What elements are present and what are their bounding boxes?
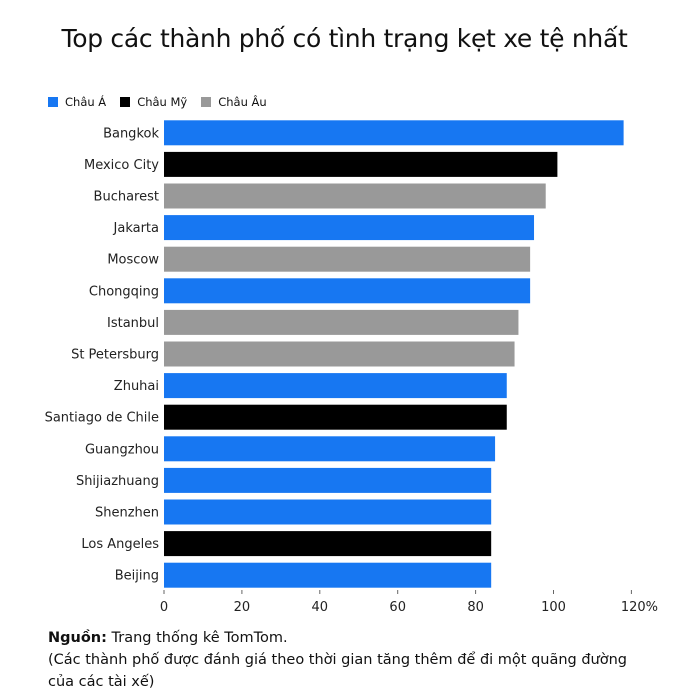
bar-zhuhai (164, 373, 507, 399)
category-label-shijiazhuang: Shijiazhuang (76, 474, 159, 489)
bar-mexico-city (164, 151, 558, 177)
category-label-moscow: Moscow (107, 253, 159, 268)
x-tick-label: 40 (312, 600, 329, 615)
x-tick-label: 0 (160, 600, 168, 615)
x-tick-label: 80 (467, 600, 484, 615)
legend-item-asia: Châu Á (48, 95, 106, 109)
bar-istanbul (164, 309, 519, 335)
category-label-mexico-city: Mexico City (84, 158, 159, 173)
bar-los-angeles (164, 531, 492, 557)
x-tick-label: 20 (234, 600, 251, 615)
bar-shenzhen (164, 499, 492, 525)
category-label-st-petersburg: St Petersburg (71, 348, 159, 363)
source-line: Nguồn: Trang thống kê TomTom. (48, 627, 648, 649)
bar-bangkok (164, 120, 624, 146)
legend-item-america: Châu Mỹ (120, 95, 187, 109)
legend-swatch-america (120, 97, 131, 107)
source-text: Trang thống kê TomTom. (106, 630, 288, 646)
legend-label-asia: Châu Á (65, 95, 107, 109)
category-label-beijing: Beijing (115, 569, 159, 584)
category-label-shenzhen: Shenzhen (95, 506, 159, 521)
chart-title: Top các thành phố có tình trạng kẹt xe t… (61, 24, 628, 53)
x-tick-label: 120% (621, 600, 658, 615)
bar-santiago-de-chile (164, 404, 507, 430)
legend-swatch-europe (201, 97, 212, 107)
x-tick-label: 100 (541, 600, 566, 615)
category-label-guangzhou: Guangzhou (85, 442, 159, 457)
footer-note: (Các thành phố được đánh giá theo thời g… (48, 652, 628, 690)
footer: Nguồn: Trang thống kê TomTom. (Các thành… (48, 627, 648, 693)
category-label-bangkok: Bangkok (103, 126, 159, 141)
bar-st-petersburg (164, 341, 515, 367)
bar-chongqing (164, 278, 531, 304)
legend-swatch-asia (48, 97, 58, 107)
bar-shijiazhuang (164, 467, 492, 493)
category-label-bucharest: Bucharest (94, 190, 159, 205)
source-label: Nguồn: (48, 630, 107, 646)
category-label-istanbul: Istanbul (107, 316, 159, 331)
category-label-jakarta: Jakarta (113, 221, 159, 236)
bar-guangzhou (164, 436, 496, 462)
x-tick-label: 60 (389, 600, 406, 615)
bar-moscow (164, 246, 531, 272)
category-label-los-angeles: Los Angeles (81, 537, 159, 552)
legend-label-europe: Châu Âu (218, 95, 267, 109)
bar-beijing (164, 562, 492, 588)
bar-bucharest (164, 183, 546, 209)
legend-label-america: Châu Mỹ (137, 95, 188, 109)
category-label-chongqing: Chongqing (89, 284, 159, 299)
legend: Châu Á Châu Mỹ Châu Âu (48, 94, 281, 110)
category-label-santiago-de-chile: Santiago de Chile (45, 411, 159, 426)
category-label-zhuhai: Zhuhai (114, 379, 159, 394)
bar-jakarta (164, 215, 535, 241)
legend-item-europe: Châu Âu (201, 95, 267, 109)
